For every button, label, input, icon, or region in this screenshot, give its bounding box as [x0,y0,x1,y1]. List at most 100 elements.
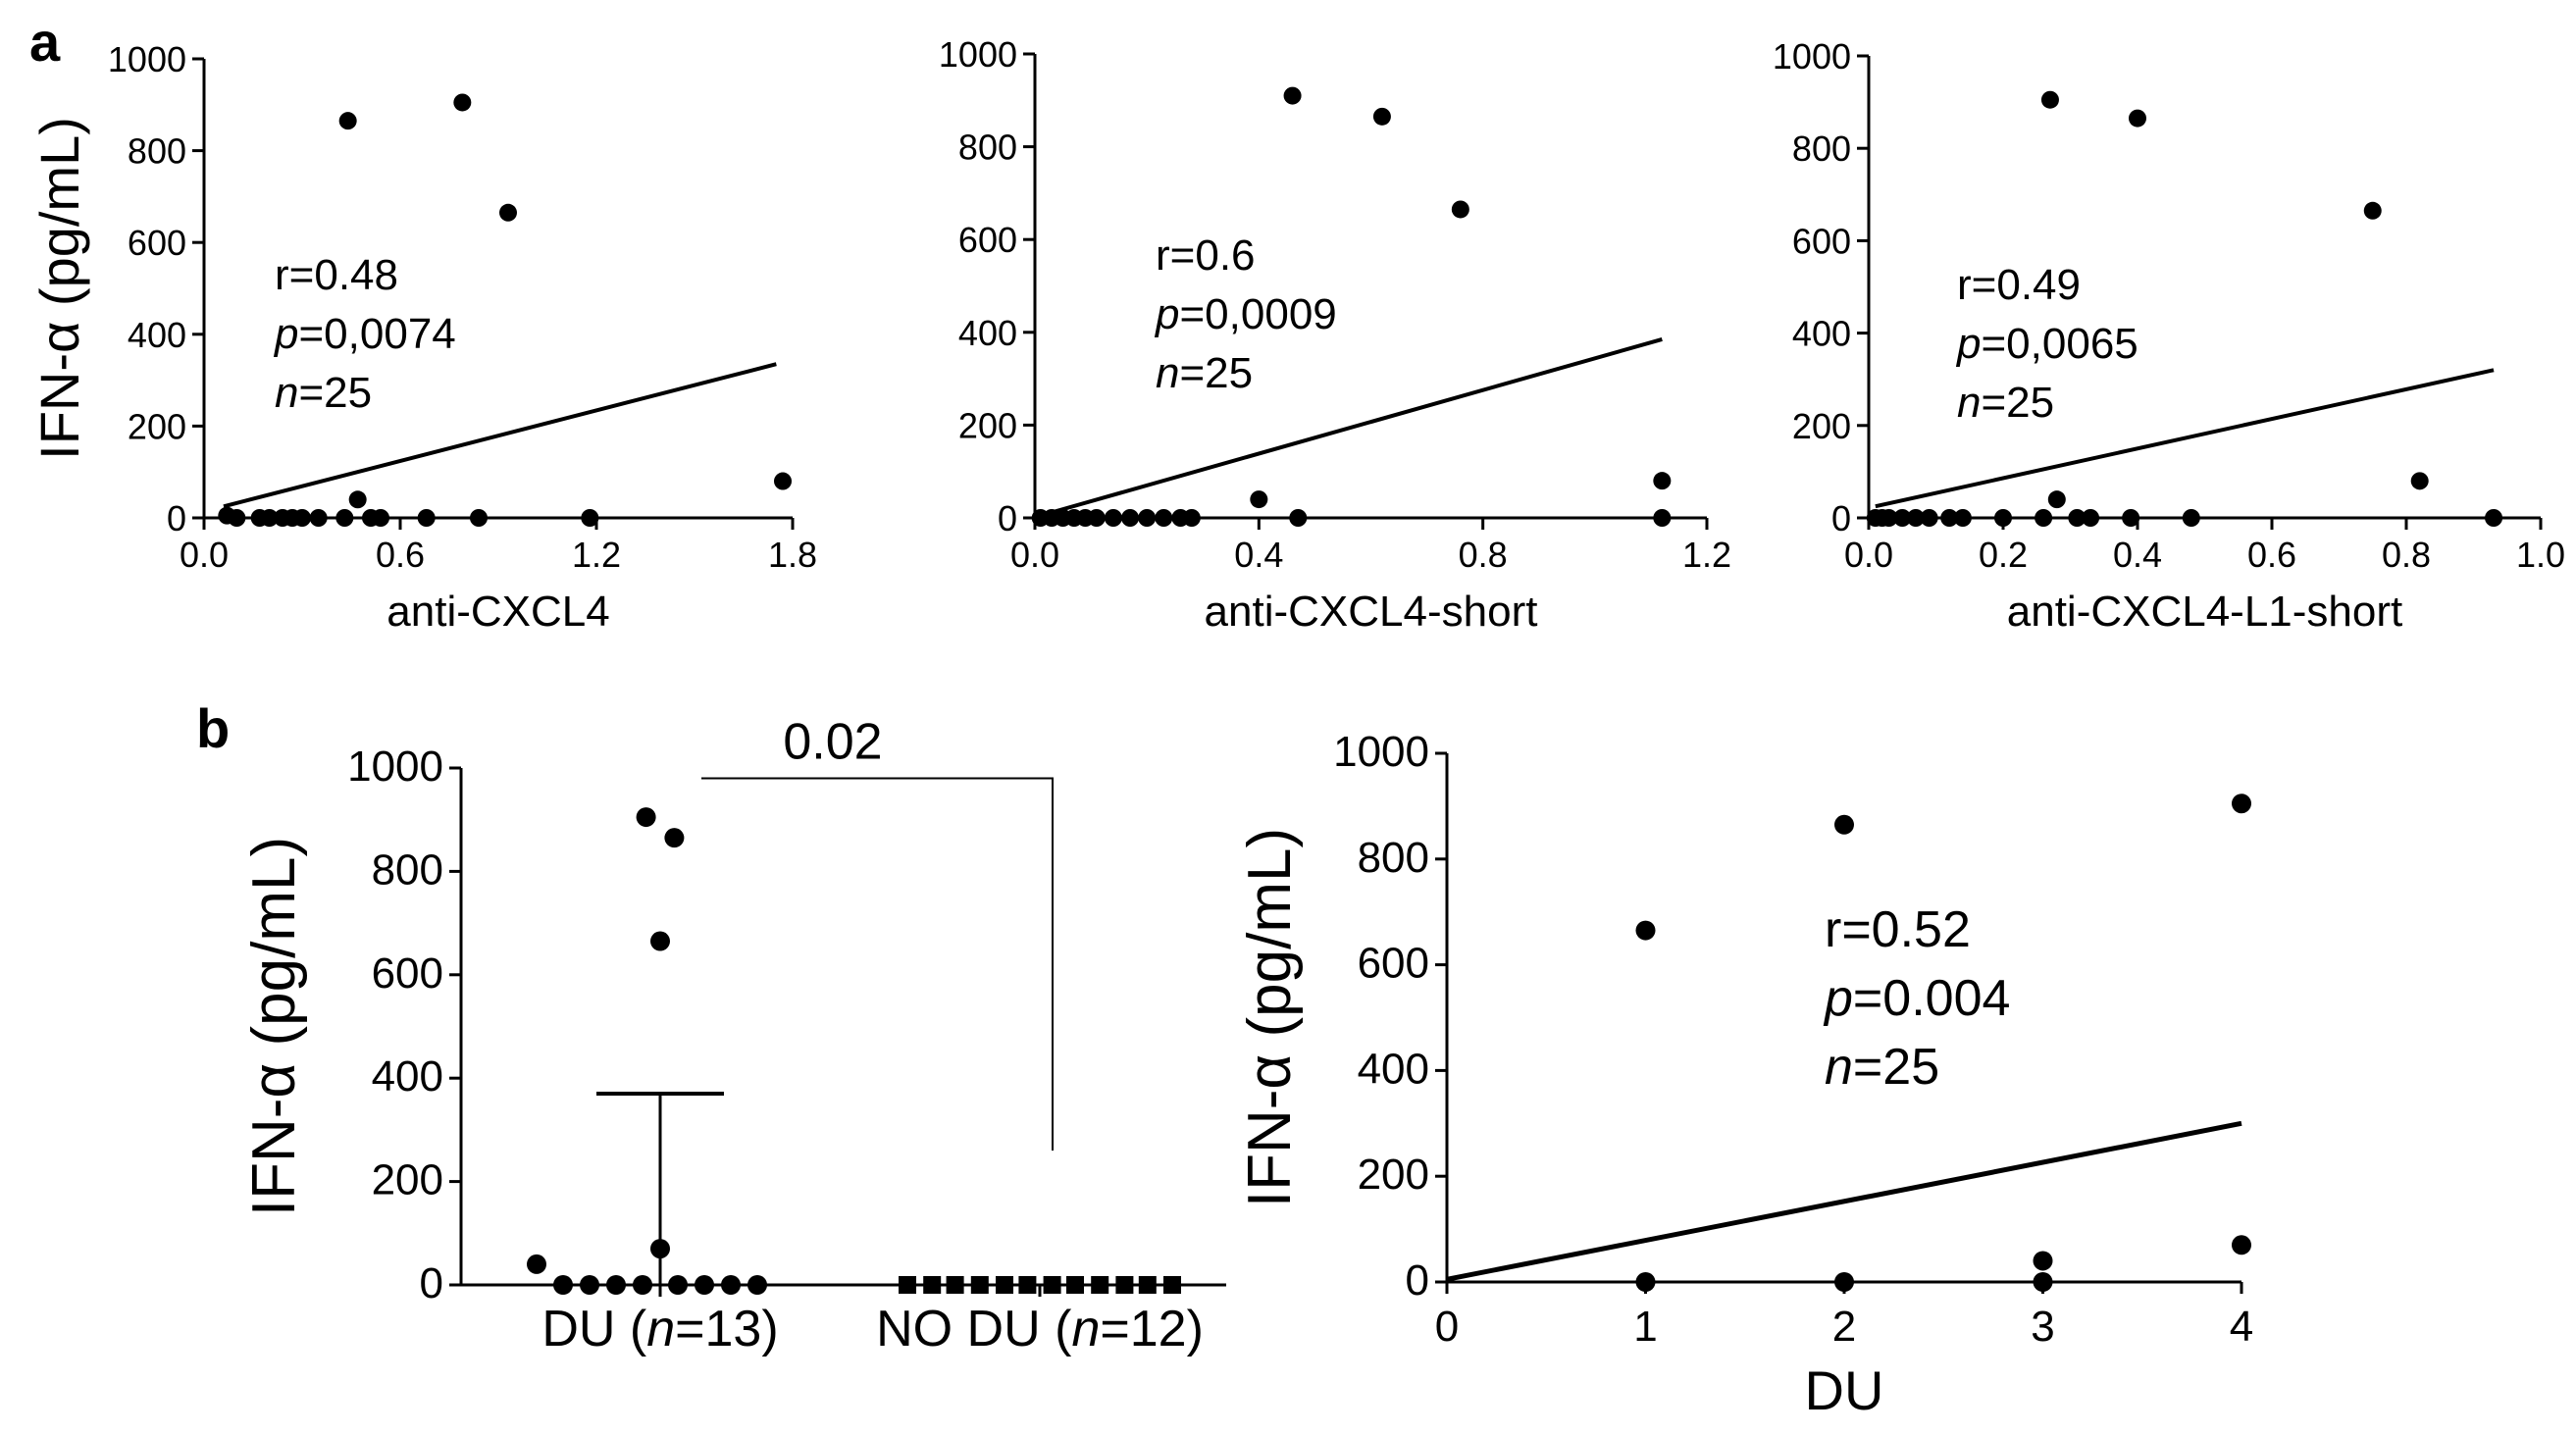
b1-data-point [1066,1276,1084,1294]
a2-data-point [1283,86,1302,105]
b1-data-point [553,1275,573,1295]
b2-y-tick-label: 200 [1358,1151,1429,1199]
a2-data-point [1250,490,1268,509]
a1-r-value: r=0.48 [275,251,398,299]
a2-data-point [1653,509,1672,527]
a3-p-symbol: p [1955,320,1981,368]
b1-y-tick-label: 0 [420,1259,443,1307]
a2-data-point [1104,509,1122,527]
chart-a1: 0 200 400 600 800 1000 0.0 0.6 1.2 1.8 anti-CXCL4 I… [28,39,817,636]
b2-y-tick-label: 600 [1358,940,1429,988]
a3-data-point [2068,509,2087,527]
a2-n-number: =25 [1179,349,1253,397]
a3-regression-line [1875,368,2495,509]
b2-y-tick-label: 0 [1406,1256,1429,1305]
a1-data-point [581,509,599,527]
a2-data-point [1087,509,1106,527]
a3-x-axis-label: anti-CXCL4-L1-short [2007,588,2403,636]
a3-n-symbol: n [1957,379,1981,427]
a3-data-point [2129,109,2146,128]
b1-significance-value: 0.02 [783,714,882,771]
b2-p-symbol: p [1823,970,1853,1027]
b2-p-number: =0.004 [1853,970,2011,1027]
a1-data-point [293,509,311,527]
b1-data-point [633,1275,652,1295]
b1-data-point [1043,1276,1061,1294]
a3-data-point [2182,509,2200,527]
b2-y-tick-label: 400 [1358,1045,1429,1093]
a2-x-tick-label: 0.0 [1010,535,1059,575]
a3-x-tick-label: 1.0 [2516,535,2565,575]
a2-y-tick-label: 1000 [939,34,1017,75]
a3-n-value: n=25 [1957,379,2054,427]
a1-x-tick-label: 0.0 [180,535,229,575]
a2-x-tick-label: 1.2 [1682,535,1731,575]
a3-x-tick-label: 0.2 [1979,535,2028,575]
b1-data-point [923,1276,942,1294]
a1-x-tick-label: 0.6 [376,535,425,575]
b2-data-point [2232,794,2251,814]
b1-data-point [636,807,656,828]
b1-data-point [606,1275,626,1295]
a2-y-tick-label: 600 [958,220,1017,260]
b2-data-point [1635,1272,1656,1292]
b2-n-value: n=25 [1825,1039,1939,1096]
a3-x-tick-label: 0.4 [2113,535,2162,575]
b2-data-point [2232,1235,2251,1255]
panel-b-letter: b [196,697,230,759]
a3-data-point [1880,509,1898,527]
a3-data-point [1940,509,1959,527]
a3-data-point [2485,509,2503,527]
a2-y-tick-label: 400 [958,313,1017,353]
a2-x-axis-label: anti-CXCL4-short [1205,588,1538,636]
chart-a3: 0 200 400 600 800 1000 0.0 0.2 0.4 0.6 0.8 1.0 anti-… [1773,36,2565,636]
b2-r-value: r=0.52 [1825,901,1971,958]
b2-n-number: =25 [1853,1039,1939,1096]
b1-category-name: DU ( [541,1301,647,1357]
a1-data-point [417,509,436,527]
a1-data-point [260,509,279,527]
a2-p-symbol: p [1154,290,1179,338]
a3-x-tick-label: 0.0 [1844,535,1893,575]
a2-x-tick-label: 0.8 [1459,535,1508,575]
a2-data-point [1155,509,1173,527]
b2-data-point [1635,920,1656,941]
a2-x-tick-label: 0.4 [1234,535,1283,575]
a2-r-value: r=0.6 [1156,231,1256,280]
b1-category-label: NO DU (n=12) [876,1301,1204,1357]
a1-p-number: =0,0074 [298,310,455,358]
b1-significance-bracket [701,777,1054,1151]
a2-y-tick-label: 0 [998,498,1017,538]
b1-data-point [1138,1276,1157,1294]
a1-data-point [470,509,488,527]
a3-x-tick-label: 0.8 [2382,535,2431,575]
a3-y-tick-label: 0 [1831,498,1851,538]
a3-data-point [2410,472,2429,490]
b2-data-point [1834,814,1854,835]
a3-n-number: =25 [1981,379,2054,427]
a2-y-tick-label: 800 [958,128,1017,168]
a3-y-tick-label: 200 [1792,406,1851,446]
a2-data-point [1451,200,1469,219]
b2-x-tick-label: 2 [1832,1303,1856,1351]
b2-data-point [2033,1272,2053,1292]
a1-p-symbol: p [273,310,298,358]
a3-data-point [2047,490,2066,509]
chart-b2: 0 200 400 600 800 1000 0 1 2 3 4 DU IFN-α (pg/mL) r=0… [1236,728,2253,1421]
a1-data-point [228,509,246,527]
a1-y-tick-label: 1000 [108,39,186,79]
b1-category-n-symbol: n [1071,1301,1100,1357]
a1-data-point [309,509,328,527]
a1-data-point [348,490,367,509]
a3-data-point [1906,509,1925,527]
a3-y-tick-label: 1000 [1773,36,1851,77]
b1-category-n-number: =12) [1100,1301,1204,1357]
a1-x-axis-label: anti-CXCL4 [386,588,609,636]
b1-data-point [527,1254,546,1274]
a3-data-point [1953,509,1972,527]
a3-data-point [1994,509,2012,527]
b1-category-name: NO DU ( [876,1301,1072,1357]
a3-data-point [2082,509,2100,527]
